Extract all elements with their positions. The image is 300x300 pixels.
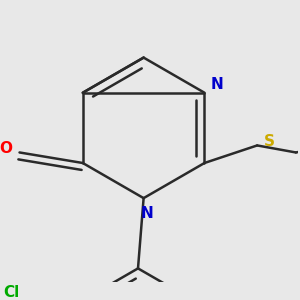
Text: N: N: [211, 77, 224, 92]
Text: S: S: [264, 134, 275, 149]
Text: N: N: [141, 206, 154, 221]
Text: Cl: Cl: [3, 286, 20, 300]
Text: O: O: [0, 141, 12, 156]
